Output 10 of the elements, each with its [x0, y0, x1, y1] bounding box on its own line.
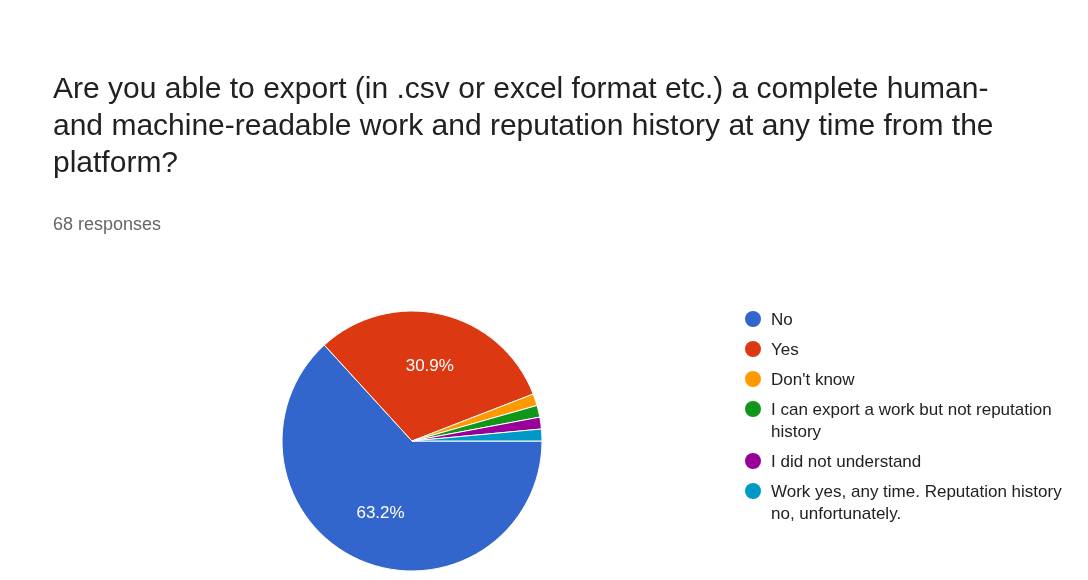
legend-label: No	[771, 310, 793, 329]
legend-label: Yes	[771, 340, 799, 359]
data-label: 30.9%	[405, 355, 454, 375]
text: 68 responses	[53, 214, 162, 234]
legend-label: Don't know	[771, 370, 856, 389]
legend-label: I did not understand	[771, 452, 922, 471]
chart-title: Are you able to export (in .csv or excel format etc.) a complete human-and machine-readable work and reputation history at any time from the platform?	[53, 71, 994, 178]
legend-label: Work yes, any time. Reputation history no, unfortunately.	[771, 482, 1063, 523]
legend-label: I can export a work but not reputation history	[771, 400, 1052, 441]
data-label: 63.2%	[356, 502, 405, 522]
